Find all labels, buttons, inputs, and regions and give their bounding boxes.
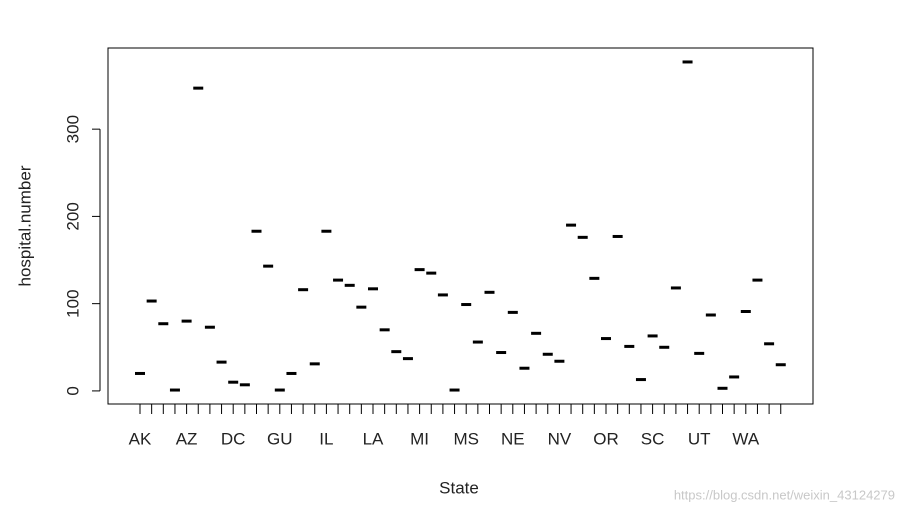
watermark: https://blog.csdn.net/weixin_43124279 (674, 487, 895, 502)
x-tick-label: MI (410, 429, 429, 448)
x-tick-label: MS (453, 429, 479, 448)
x-tick-label: NV (548, 429, 572, 448)
x-tick-label: AZ (176, 429, 198, 448)
x-tick-label: SC (641, 429, 665, 448)
x-tick-label: WA (732, 429, 759, 448)
x-tick-label: UT (688, 429, 711, 448)
y-tick-label: 100 (63, 289, 82, 317)
x-axis-label: State (439, 478, 479, 497)
y-axis-label: hospital.number (15, 165, 34, 286)
x-tick-label: NE (501, 429, 525, 448)
x-tick-label: GU (267, 429, 293, 448)
y-tick-label: 300 (63, 115, 82, 143)
y-tick-label: 200 (63, 202, 82, 230)
x-tick-label: DC (221, 429, 246, 448)
plot-frame (107, 47, 814, 405)
y-tick-label: 0 (63, 386, 82, 395)
x-tick-label: OR (593, 429, 619, 448)
x-tick-label: AK (129, 429, 152, 448)
x-tick-label: LA (363, 429, 384, 448)
x-tick-label: IL (319, 429, 333, 448)
